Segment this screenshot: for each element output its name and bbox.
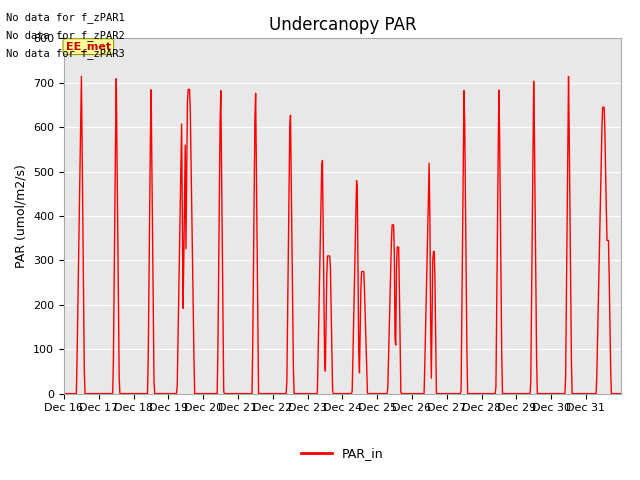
Text: No data for f_zPAR2: No data for f_zPAR2 <box>6 30 125 41</box>
Text: No data for f_zPAR3: No data for f_zPAR3 <box>6 48 125 60</box>
Text: No data for f_zPAR1: No data for f_zPAR1 <box>6 12 125 23</box>
Legend: PAR_in: PAR_in <box>296 443 389 466</box>
Y-axis label: PAR (umol/m2/s): PAR (umol/m2/s) <box>15 164 28 268</box>
Title: Undercanopy PAR: Undercanopy PAR <box>269 16 416 34</box>
Text: EE_met: EE_met <box>66 41 111 52</box>
